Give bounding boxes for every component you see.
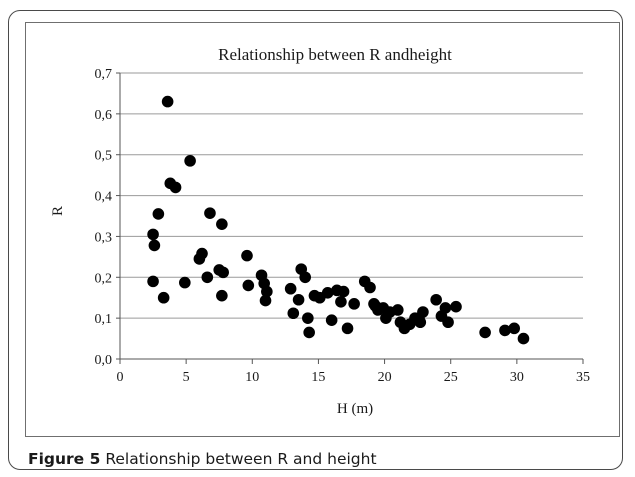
- data-point: [508, 322, 521, 335]
- y-axis-label: R: [50, 206, 66, 216]
- data-point: [292, 293, 305, 306]
- chart-title: Relationship between R andheight: [218, 45, 452, 64]
- data-point: [147, 228, 159, 241]
- figure-caption-text: Relationship between R and height: [105, 450, 377, 468]
- x-tick-label: 35: [576, 370, 590, 385]
- x-tick-label: 30: [510, 370, 524, 385]
- data-point: [479, 326, 491, 339]
- data-point: [287, 307, 300, 320]
- data-point: [430, 293, 442, 306]
- y-tick-label: 0,1: [95, 312, 113, 327]
- data-point: [303, 326, 315, 339]
- data-point: [261, 285, 273, 298]
- data-point: [284, 282, 297, 295]
- data-point: [414, 316, 427, 329]
- data-point: [193, 253, 206, 265]
- data-point: [417, 306, 429, 318]
- data-point: [184, 155, 196, 167]
- data-point: [517, 332, 530, 345]
- data-point: [341, 322, 354, 335]
- figure-label: Figure 5: [28, 450, 101, 468]
- data-point: [152, 208, 165, 220]
- data-point: [157, 291, 170, 304]
- data-point: [348, 298, 360, 310]
- y-tick-label: 0,2: [95, 271, 113, 286]
- x-tick-label: 25: [444, 370, 458, 385]
- data-point: [299, 271, 312, 284]
- data-point: [335, 296, 347, 308]
- data-point: [302, 312, 314, 324]
- data-point: [259, 294, 272, 307]
- data-point: [439, 302, 452, 314]
- data-point: [337, 285, 350, 298]
- data-point: [321, 287, 334, 299]
- data-point: [201, 271, 214, 284]
- axes: [116, 72, 584, 364]
- data-point: [442, 316, 454, 329]
- x-tick-label: 20: [378, 370, 392, 385]
- x-tick-label: 10: [245, 370, 259, 385]
- x-tick-labels: 0 5 10 15 20 25 30 35: [117, 370, 591, 385]
- figure-caption: Figure 5 Relationship between R and heig…: [28, 450, 377, 468]
- data-point: [147, 275, 159, 288]
- y-tick-label: 0,6: [95, 108, 113, 123]
- data-point: [499, 324, 511, 337]
- x-tick-label: 5: [183, 370, 190, 385]
- data-point: [392, 304, 404, 316]
- data-point: [204, 207, 216, 219]
- data-point: [450, 300, 462, 313]
- data-point: [241, 249, 253, 262]
- y-tick-labels: 0,0 0,1 0,2 0,3 0,4 0,5 0,6 0,7: [95, 67, 113, 368]
- data-point: [179, 276, 191, 289]
- data-point: [216, 218, 228, 230]
- gridlines: [120, 72, 583, 319]
- y-tick-label: 0,0: [95, 353, 113, 368]
- data-point: [216, 289, 228, 302]
- x-tick-label: 0: [117, 370, 124, 385]
- y-tick-label: 0,4: [95, 190, 113, 205]
- y-tick-label: 0,7: [95, 67, 113, 82]
- data-points: [147, 95, 530, 345]
- y-tick-label: 0,5: [95, 149, 113, 164]
- data-point: [242, 279, 255, 292]
- chart-area-box: [25, 22, 620, 437]
- data-point: [217, 266, 229, 279]
- data-point: [325, 314, 338, 326]
- data-point: [161, 95, 174, 108]
- y-tick-label: 0,3: [95, 230, 113, 245]
- data-point: [364, 281, 376, 294]
- x-axis-label: H (m): [337, 401, 373, 417]
- data-point: [148, 239, 161, 252]
- x-tick-label: 15: [311, 370, 325, 385]
- data-point: [169, 181, 182, 194]
